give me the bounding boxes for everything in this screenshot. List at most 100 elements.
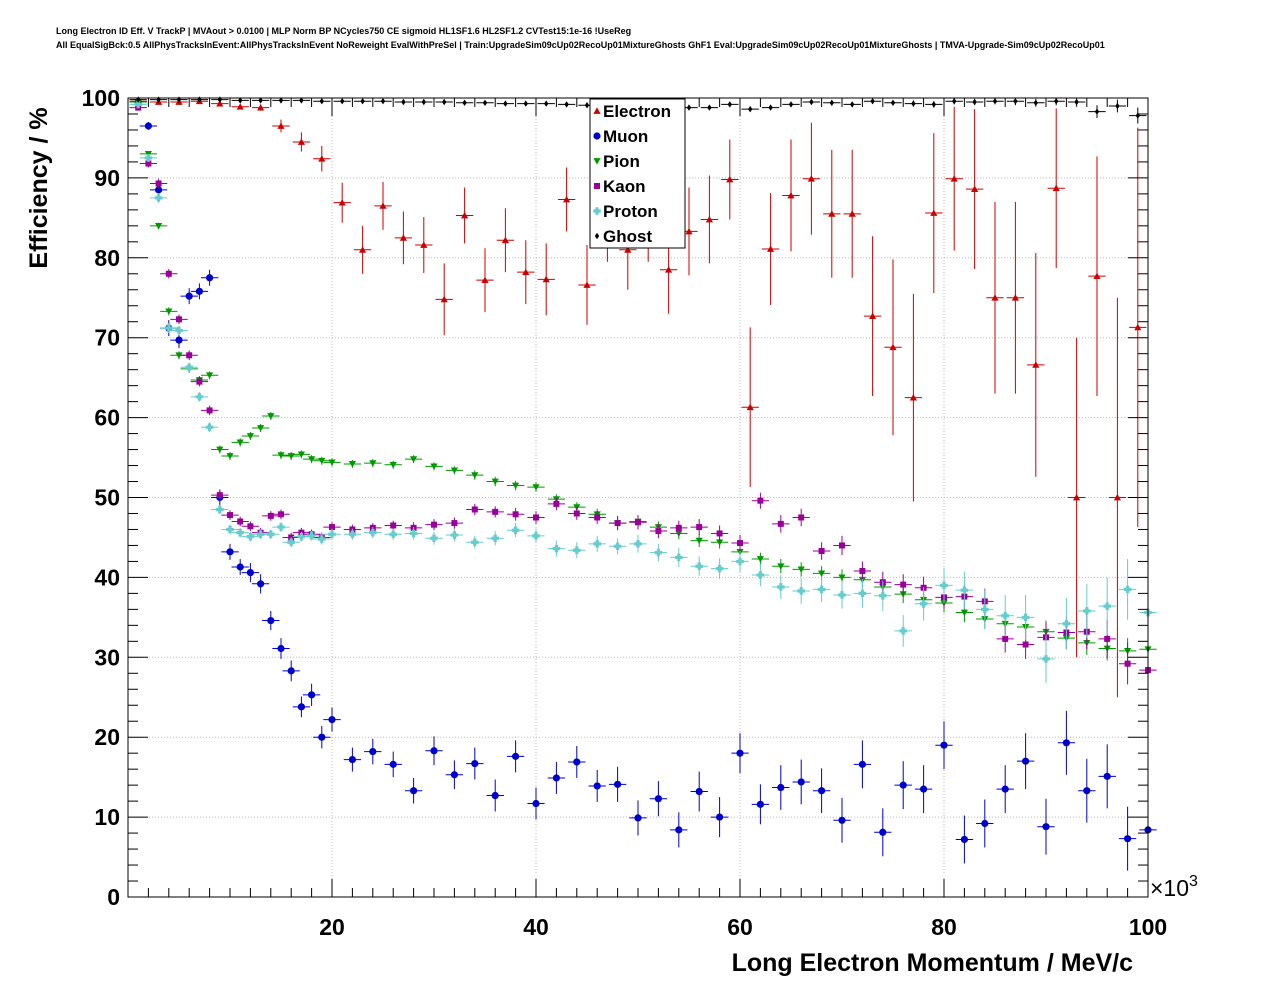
electron-point — [685, 227, 693, 235]
proton-point — [613, 542, 622, 551]
kaon-point — [227, 512, 233, 519]
ghost-point — [360, 97, 365, 105]
proton-point — [1062, 619, 1071, 628]
proton-point — [654, 548, 663, 557]
legend-marker-electron — [593, 107, 601, 114]
kaon-point — [553, 500, 560, 507]
kaon-point — [278, 511, 284, 518]
proton-point — [185, 363, 193, 372]
electron-point — [828, 210, 836, 217]
muon-point — [206, 274, 214, 282]
proton-point — [797, 587, 805, 595]
kaon-point — [471, 506, 478, 513]
ghost-point — [258, 97, 263, 104]
kaon-point — [839, 542, 845, 549]
series-muon — [129, 98, 1157, 871]
electron-point — [399, 234, 407, 241]
ghost-point — [319, 97, 324, 105]
pion-point — [348, 461, 356, 468]
ghost-point — [850, 101, 855, 108]
proton-point — [960, 586, 969, 594]
electron-point — [420, 241, 428, 248]
ghost-point — [442, 98, 447, 106]
electron-point — [359, 246, 367, 253]
kaon-point — [492, 508, 499, 515]
muon-point — [675, 826, 683, 834]
electron-point — [767, 245, 775, 252]
electron-point — [481, 276, 489, 284]
ghost-point — [952, 97, 957, 105]
y-tick-label: 40 — [94, 564, 120, 590]
proton-point — [491, 534, 499, 543]
y-axis-label: Efficiency / % — [25, 107, 53, 268]
muon-point — [175, 336, 183, 344]
electron-point — [746, 403, 754, 411]
kaon-point — [431, 521, 437, 528]
proton-point — [165, 324, 173, 332]
legend-label-proton: Proton — [603, 202, 658, 221]
series-kaon — [129, 104, 1157, 693]
chart-title-line-2: All EqualSigBck:0.5 AllPhysTracksInEvent… — [56, 40, 1105, 50]
pion-point — [756, 556, 764, 563]
muon-point — [777, 783, 785, 792]
legend-marker-pion — [593, 158, 601, 165]
x-axis-multiplier-power: 3 — [1189, 873, 1198, 890]
proton-point — [175, 326, 183, 335]
ghost-point — [788, 101, 794, 108]
x-tick-label: 20 — [319, 914, 345, 940]
proton-point — [297, 532, 306, 541]
pion-point — [328, 459, 336, 466]
kaon-point — [900, 581, 907, 588]
proton-point — [817, 585, 826, 594]
kaon-point — [655, 528, 662, 535]
kaon-point — [737, 540, 743, 547]
electron-point — [236, 103, 244, 110]
proton-point — [246, 532, 255, 541]
proton-point — [511, 526, 520, 535]
kaon-point — [390, 522, 397, 529]
proton-point — [144, 154, 153, 162]
proton-point — [1083, 607, 1091, 615]
proton-point — [236, 528, 244, 537]
proton-point — [1042, 655, 1050, 663]
proton-point — [899, 627, 907, 635]
electron-point — [807, 175, 815, 182]
ghost-point — [809, 98, 814, 106]
muon-point — [246, 569, 254, 577]
pion-point — [155, 222, 163, 230]
kaon-point — [1022, 641, 1029, 648]
kaon-point — [716, 530, 723, 537]
kaon-point — [267, 512, 274, 519]
x-tick-label: 100 — [1129, 914, 1167, 940]
legend-label-kaon: Kaon — [603, 177, 646, 196]
muon-point — [511, 752, 520, 760]
ghost-point — [176, 96, 182, 103]
pion-point — [165, 308, 173, 315]
electron-point — [501, 236, 509, 244]
kaon-point — [1124, 660, 1131, 667]
kaon-point — [573, 510, 580, 517]
muon-point — [185, 292, 193, 300]
proton-point — [532, 532, 540, 540]
proton-point — [593, 540, 601, 548]
muon-point — [695, 787, 703, 796]
muon-point — [818, 787, 826, 795]
ghost-point — [523, 100, 528, 107]
series-ghost — [129, 96, 1147, 124]
ghost-point — [1115, 102, 1120, 110]
pion-point — [960, 609, 968, 617]
ghost-point — [380, 97, 386, 105]
muon-point — [858, 760, 867, 768]
proton-point — [838, 591, 846, 599]
muon-point — [328, 716, 336, 724]
ghost-point — [727, 101, 732, 108]
legend-marker-proton — [593, 207, 601, 215]
x-tick-label: 80 — [931, 914, 957, 940]
ghost-point — [931, 101, 936, 108]
proton-point — [450, 531, 459, 539]
muon-point — [450, 771, 458, 779]
pion-point — [532, 484, 540, 491]
ghost-point — [462, 99, 467, 106]
ghost-point — [1094, 108, 1100, 115]
chart-title-line-1: Long Electron ID Eff. V TrackP | MVAout … — [56, 26, 632, 36]
